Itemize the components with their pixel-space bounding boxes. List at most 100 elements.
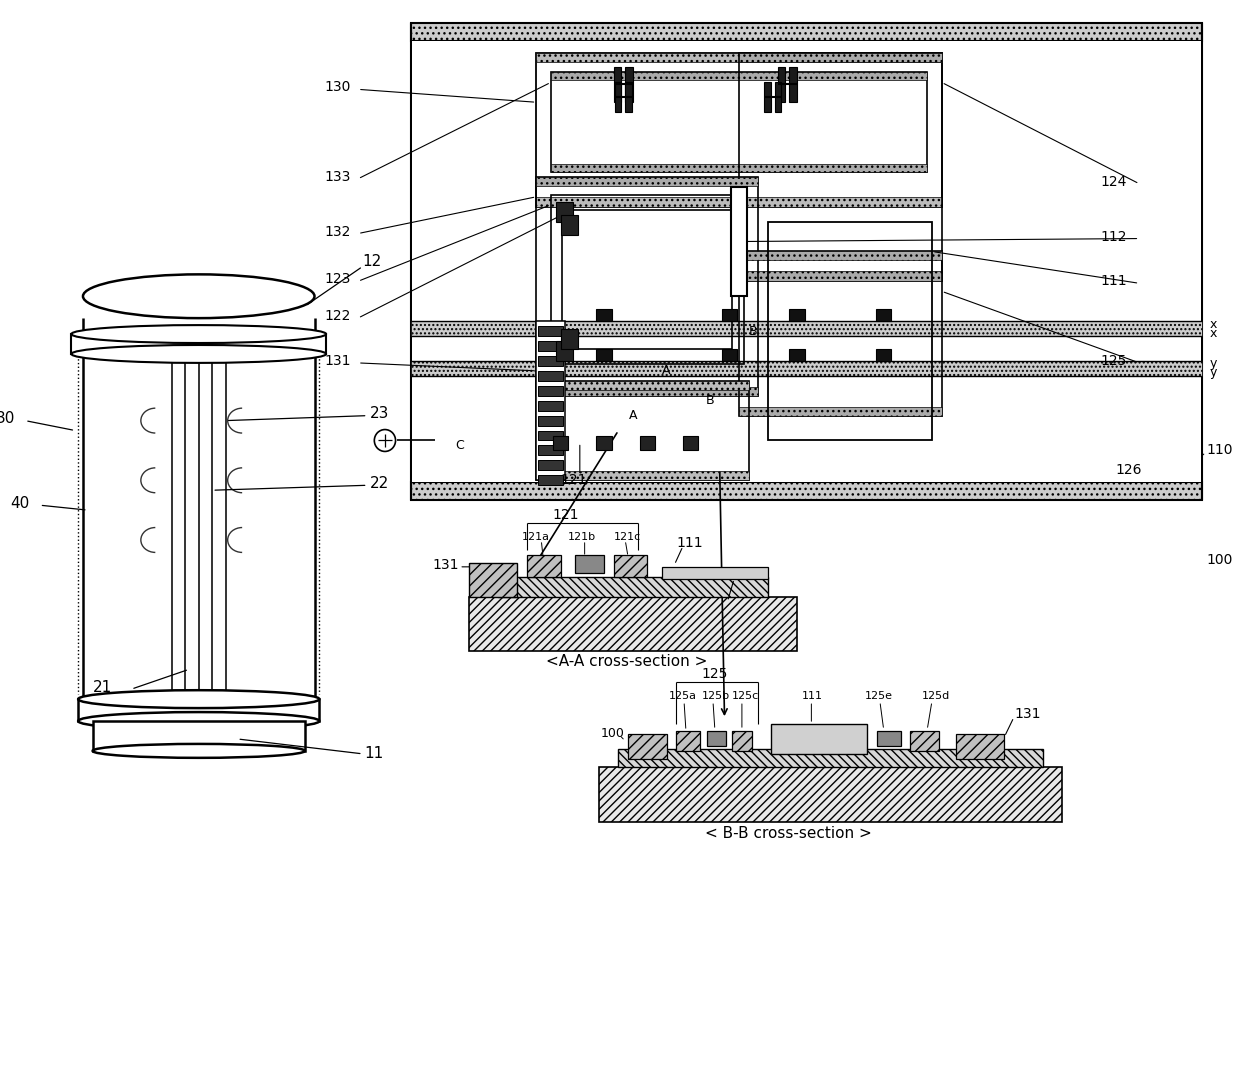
Bar (538, 356, 563, 366)
Bar (683, 435, 698, 450)
Bar (910, 731, 939, 750)
Text: 121: 121 (552, 508, 579, 522)
Bar (789, 349, 805, 361)
Bar (410, 361, 1202, 376)
Bar (739, 252, 941, 260)
Bar (733, 731, 751, 750)
Bar (556, 341, 573, 361)
Text: 11: 11 (365, 746, 384, 761)
Text: 125e: 125e (864, 691, 893, 701)
Bar (722, 349, 737, 361)
Bar (662, 567, 768, 579)
Bar (614, 555, 647, 577)
Text: A: A (629, 410, 637, 422)
Bar (538, 460, 563, 471)
Ellipse shape (78, 712, 320, 730)
Bar (410, 23, 1202, 41)
Bar (739, 53, 941, 62)
Ellipse shape (83, 274, 315, 318)
Bar (537, 472, 749, 480)
Bar (722, 309, 737, 322)
Bar (777, 68, 785, 102)
Bar (410, 482, 1202, 501)
Ellipse shape (72, 345, 326, 363)
Text: 132: 132 (324, 225, 351, 239)
Text: 130: 130 (324, 80, 351, 94)
Bar (469, 597, 797, 652)
Bar (875, 309, 892, 322)
Text: 125d: 125d (923, 691, 951, 701)
Ellipse shape (93, 744, 305, 758)
Text: 121b: 121b (568, 532, 596, 542)
Bar (575, 555, 604, 572)
Bar (537, 387, 759, 396)
Bar (538, 431, 563, 441)
Ellipse shape (78, 690, 320, 709)
Text: B: B (706, 394, 714, 407)
Text: 100: 100 (1207, 553, 1234, 567)
Bar (739, 271, 941, 281)
Bar (93, 721, 305, 750)
Text: 100: 100 (729, 566, 755, 580)
Bar (739, 53, 941, 281)
Bar (764, 83, 771, 113)
Bar (676, 731, 701, 750)
Bar (560, 329, 578, 349)
Text: 111: 111 (802, 691, 822, 701)
Text: 131: 131 (1014, 708, 1040, 721)
Bar (537, 177, 759, 185)
Bar (412, 41, 1202, 482)
Text: A: A (662, 364, 671, 377)
Bar (527, 555, 560, 577)
Bar (553, 435, 568, 450)
Text: 124: 124 (1101, 175, 1127, 189)
Bar (537, 53, 941, 207)
Bar (596, 349, 611, 361)
Bar (739, 406, 941, 416)
Bar (551, 164, 928, 172)
Bar (537, 322, 565, 480)
Text: 131: 131 (433, 557, 459, 571)
Bar (556, 202, 573, 222)
Text: 112: 112 (1101, 229, 1127, 243)
Text: 125b: 125b (702, 691, 729, 701)
Text: C: C (455, 438, 464, 452)
Bar (538, 475, 563, 486)
Bar (538, 386, 563, 396)
Bar (739, 252, 941, 416)
Bar (596, 435, 611, 450)
Bar (469, 563, 517, 597)
Text: x: x (1210, 317, 1218, 330)
Bar (956, 734, 1004, 759)
Bar (538, 401, 563, 411)
Text: < B-B cross-section >: < B-B cross-section > (706, 825, 872, 840)
Text: 40: 40 (11, 495, 30, 510)
Text: 125a: 125a (668, 691, 697, 701)
Text: 30: 30 (0, 411, 16, 426)
Text: 111: 111 (1101, 274, 1127, 288)
Bar (789, 68, 797, 102)
Bar (497, 577, 768, 597)
Bar (629, 734, 667, 759)
Text: 121c: 121c (614, 532, 641, 542)
Bar (771, 724, 867, 754)
Ellipse shape (72, 325, 326, 343)
Bar (551, 73, 928, 172)
Bar (640, 435, 655, 450)
Bar (563, 210, 733, 349)
Text: 111: 111 (676, 536, 703, 550)
Bar (596, 309, 611, 322)
Bar (877, 731, 901, 746)
Text: y: y (1210, 367, 1218, 379)
Bar (538, 341, 563, 351)
Bar (732, 187, 746, 296)
Text: 123: 123 (324, 272, 351, 286)
Bar (551, 195, 744, 363)
Bar (615, 83, 621, 113)
Bar (707, 731, 727, 746)
Text: <A-A cross-section >: <A-A cross-section > (546, 654, 708, 669)
Bar (625, 83, 632, 113)
Bar (537, 381, 749, 390)
Bar (599, 766, 1063, 821)
Text: 121a: 121a (522, 532, 549, 542)
